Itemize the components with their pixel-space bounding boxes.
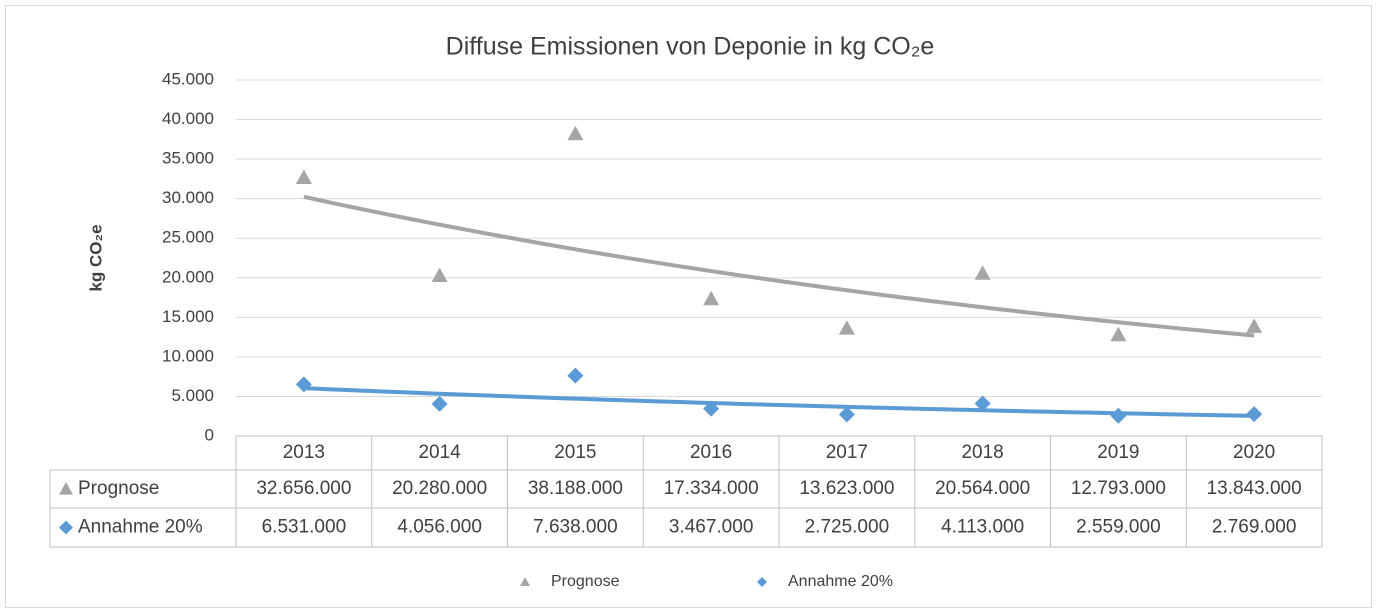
legend-key — [520, 577, 530, 586]
table-value: 6.531.000 — [262, 517, 347, 538]
table-value: 12.793.000 — [1071, 478, 1166, 499]
table-category: 2019 — [1097, 442, 1139, 463]
data-point — [1110, 326, 1127, 342]
y-tick-label: 5.000 — [171, 386, 214, 405]
table-value: 13.843.000 — [1207, 478, 1302, 499]
table-category: 2018 — [961, 442, 1003, 463]
data-point — [703, 290, 720, 306]
y-tick-label: 35.000 — [162, 149, 214, 168]
table-category: 2014 — [418, 442, 461, 463]
table-legend-key — [59, 482, 73, 495]
table-value: 2.769.000 — [1212, 517, 1297, 538]
table-value: 2.725.000 — [805, 517, 890, 538]
data-point — [295, 169, 312, 185]
data-point — [567, 367, 584, 384]
table-value: 17.334.000 — [664, 478, 759, 499]
table-value: 3.467.000 — [669, 517, 754, 538]
table-value: 38.188.000 — [528, 478, 623, 499]
y-axis-title: kg CO₂e — [86, 224, 105, 291]
data-point — [1246, 406, 1263, 423]
data-point — [838, 320, 855, 335]
trendline — [303, 194, 1255, 338]
table-series-name: Annahme 20% — [78, 517, 203, 538]
table-category: 2020 — [1233, 442, 1275, 463]
data-point — [703, 400, 720, 417]
table-value: 20.280.000 — [392, 478, 487, 499]
data-point — [431, 267, 448, 282]
table-category: 2015 — [554, 442, 596, 463]
table-category: 2017 — [826, 442, 868, 463]
y-tick-label: 20.000 — [162, 267, 214, 286]
data-point — [1246, 318, 1263, 333]
y-tick-label: 0 — [205, 425, 214, 444]
y-tick-label: 40.000 — [162, 109, 214, 128]
table-series-name: Prognose — [78, 478, 159, 499]
legend-label: Prognose — [551, 573, 620, 590]
y-tick-label: 45.000 — [162, 69, 214, 88]
y-tick-label: 25.000 — [162, 228, 214, 247]
table-category: 2016 — [690, 442, 732, 463]
table-value: 13.623.000 — [799, 478, 894, 499]
legend-label: Annahme 20% — [788, 573, 893, 590]
y-tick-label: 30.000 — [162, 188, 214, 207]
table-value: 7.638.000 — [533, 517, 618, 538]
table-value: 32.656.000 — [256, 478, 351, 499]
data-point — [567, 125, 584, 141]
y-tick-label: 10.000 — [162, 346, 214, 365]
table-value: 2.559.000 — [1076, 517, 1161, 538]
data-point — [295, 376, 312, 393]
trendline — [303, 386, 1255, 418]
data-point — [838, 406, 855, 423]
table-value: 20.564.000 — [935, 478, 1030, 499]
chart-title: Diffuse Emissionen von Deponie in kg CO₂… — [446, 33, 935, 61]
data-point — [974, 395, 991, 412]
data-point — [1110, 407, 1127, 424]
data-point — [431, 395, 448, 412]
legend-key — [757, 577, 767, 587]
table-legend-key — [59, 520, 73, 535]
table-category: 2013 — [283, 442, 325, 463]
chart-border — [5, 5, 1372, 608]
data-point — [974, 265, 991, 280]
table-value: 4.056.000 — [397, 517, 482, 538]
table-value: 4.113.000 — [941, 517, 1024, 538]
y-tick-label: 15.000 — [162, 307, 214, 326]
